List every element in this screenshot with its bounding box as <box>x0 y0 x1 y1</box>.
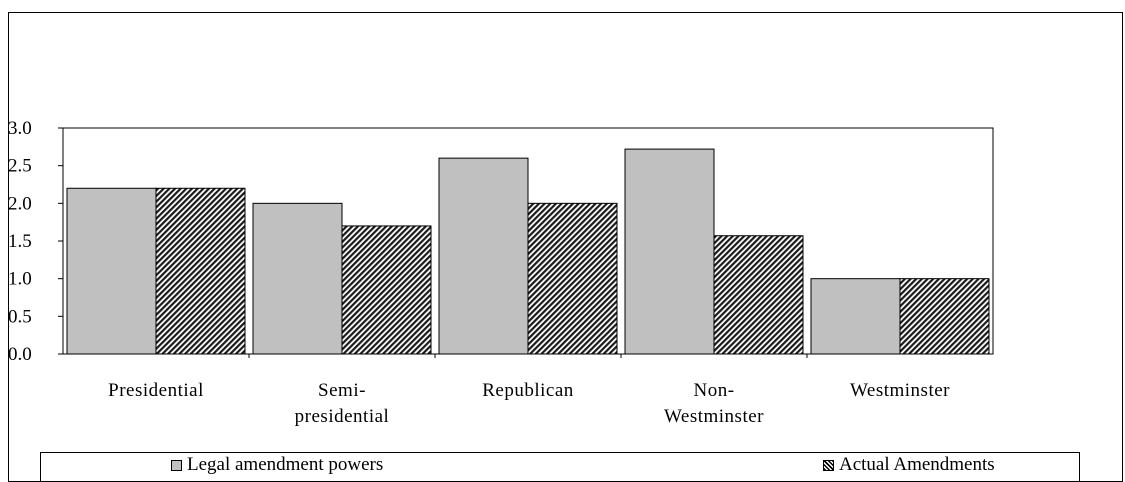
legend-swatch-actual <box>823 459 834 471</box>
bar-legal-amendment-powers <box>438 157 529 355</box>
x-category-label: Non- <box>693 380 734 401</box>
y-tick-label: 2.0 <box>8 193 32 214</box>
bar-legal-amendment-powers <box>66 187 157 355</box>
bar-actual-amendments <box>713 235 804 355</box>
legend-label-legal: Legal amendment powers <box>187 454 384 475</box>
legend-item-actual: Actual Amendments <box>823 454 995 476</box>
x-category-label: Westminster <box>664 406 764 427</box>
bar-legal-amendment-powers <box>810 278 901 355</box>
bar-actual-amendments <box>527 202 618 355</box>
chart-svg: 3.0 2.5 2.0 1.5 1.0 0.5 0.0 Presidential Semi-pr… <box>8 118 994 427</box>
y-tick-label: 1.5 <box>8 231 32 252</box>
bar-actual-amendments <box>899 278 990 355</box>
y-tick-label: 3.0 <box>8 118 32 139</box>
bar-actual-amendments <box>155 187 246 355</box>
bar-legal-amendment-powers <box>252 202 343 355</box>
y-tick-label: 2.5 <box>8 156 32 177</box>
bar-legal-amendment-powers <box>624 148 715 355</box>
y-tick-label: 0.5 <box>8 306 32 327</box>
legend-item-legal: Legal amendment powers <box>171 454 383 476</box>
bar-actual-amendments <box>341 225 432 355</box>
x-category-label: Westminster <box>850 380 950 401</box>
legend-label-actual: Actual Amendments <box>839 454 995 475</box>
x-category-label: Republican <box>482 380 574 401</box>
x-category-label: Presidential <box>108 380 204 401</box>
legend: Legal amendment powers Actual Amendments <box>40 452 1080 482</box>
y-tick-label: 1.0 <box>8 269 32 290</box>
x-category-label: Semi- <box>318 380 366 401</box>
y-tick-label: 0.0 <box>8 344 32 365</box>
x-category-label: presidential <box>295 406 390 427</box>
legend-swatch-legal <box>171 459 182 471</box>
plot-area: 3.0 2.5 2.0 1.5 1.0 0.5 0.0 Presidential Semi-pr… <box>8 118 994 427</box>
